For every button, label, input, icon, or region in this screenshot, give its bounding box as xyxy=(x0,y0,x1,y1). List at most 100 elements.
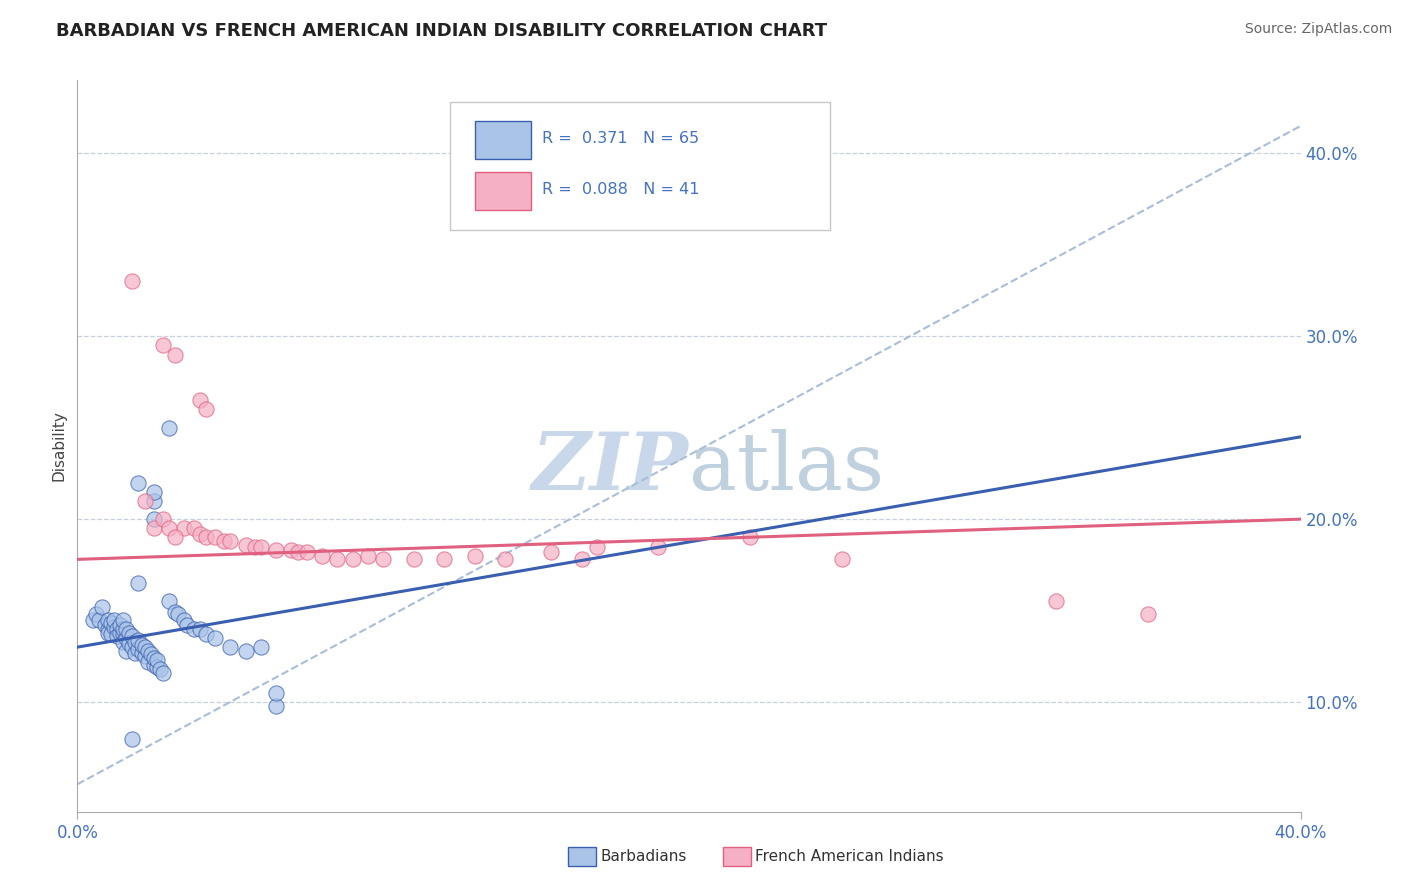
Point xyxy=(495,552,517,566)
Point xyxy=(342,552,364,566)
Point xyxy=(82,613,104,627)
Point xyxy=(219,640,242,655)
Point xyxy=(103,620,125,634)
Point xyxy=(183,521,205,535)
Point xyxy=(831,552,853,566)
Point xyxy=(103,613,125,627)
Y-axis label: Disability: Disability xyxy=(51,410,66,482)
Point xyxy=(124,634,146,648)
Point xyxy=(194,530,217,544)
Point xyxy=(124,646,146,660)
Point xyxy=(188,526,211,541)
Point xyxy=(204,530,226,544)
Point xyxy=(142,521,165,535)
Point xyxy=(134,494,156,508)
Point xyxy=(295,545,318,559)
Text: R =  0.088   N = 41: R = 0.088 N = 41 xyxy=(543,183,700,197)
Point xyxy=(97,622,120,636)
Point xyxy=(112,634,135,648)
Point xyxy=(139,648,162,662)
Point xyxy=(235,644,257,658)
Point xyxy=(84,607,107,622)
Point xyxy=(464,549,486,563)
Point xyxy=(121,275,143,289)
Point xyxy=(357,549,380,563)
Point xyxy=(121,629,143,643)
Point xyxy=(127,475,149,490)
Point xyxy=(112,627,135,641)
Point xyxy=(326,552,349,566)
Point xyxy=(142,494,165,508)
Point xyxy=(1136,607,1159,622)
Point xyxy=(194,627,217,641)
Point xyxy=(647,540,669,554)
Text: atlas: atlas xyxy=(689,429,884,507)
Point xyxy=(740,530,762,544)
Point xyxy=(131,646,153,660)
Point xyxy=(280,543,302,558)
Point xyxy=(121,640,143,655)
Point xyxy=(115,644,138,658)
Point xyxy=(311,549,333,563)
Text: ZIP: ZIP xyxy=(531,429,689,507)
Text: R =  0.371   N = 65: R = 0.371 N = 65 xyxy=(543,131,699,146)
Point xyxy=(118,636,141,650)
Point xyxy=(571,552,593,566)
Point xyxy=(112,613,135,627)
Point xyxy=(142,658,165,673)
Point xyxy=(287,545,309,559)
Point xyxy=(142,484,165,499)
Point xyxy=(1045,594,1067,608)
Point xyxy=(136,644,159,658)
Point xyxy=(142,651,165,665)
Point xyxy=(131,638,153,652)
Text: BARBADIAN VS FRENCH AMERICAN INDIAN DISABILITY CORRELATION CHART: BARBADIAN VS FRENCH AMERICAN INDIAN DISA… xyxy=(56,22,827,40)
Point xyxy=(157,521,180,535)
Point xyxy=(165,530,187,544)
Point xyxy=(94,618,117,632)
FancyBboxPatch shape xyxy=(450,103,830,230)
Point xyxy=(433,552,456,566)
Point xyxy=(219,534,242,549)
Point xyxy=(165,606,187,620)
Point xyxy=(108,625,131,640)
Point xyxy=(118,625,141,640)
Point xyxy=(173,613,195,627)
Point xyxy=(146,653,169,667)
Point xyxy=(127,576,149,591)
FancyBboxPatch shape xyxy=(475,120,531,159)
Point xyxy=(183,622,205,636)
Point xyxy=(105,629,128,643)
Point xyxy=(100,616,122,631)
Point xyxy=(188,393,211,408)
Point xyxy=(97,613,120,627)
Point xyxy=(176,618,198,632)
Point xyxy=(250,640,273,655)
Point xyxy=(134,649,156,664)
Point xyxy=(212,534,235,549)
Point xyxy=(540,545,562,559)
Point xyxy=(173,521,195,535)
Point xyxy=(149,662,172,676)
Text: Source: ZipAtlas.com: Source: ZipAtlas.com xyxy=(1244,22,1392,37)
Point xyxy=(188,622,211,636)
Point xyxy=(134,640,156,655)
Point xyxy=(142,512,165,526)
Point xyxy=(264,543,287,558)
Point xyxy=(235,538,257,552)
Point xyxy=(152,338,174,352)
Point xyxy=(165,348,187,362)
Point xyxy=(264,698,287,713)
Point xyxy=(243,540,266,554)
Point xyxy=(371,552,394,566)
Point xyxy=(112,622,135,636)
Text: French American Indians: French American Indians xyxy=(755,849,943,863)
Point xyxy=(402,552,425,566)
Point xyxy=(194,402,217,417)
Point xyxy=(127,632,149,647)
Point xyxy=(105,622,128,636)
Point xyxy=(264,686,287,700)
Point xyxy=(108,618,131,632)
Point xyxy=(157,421,180,435)
Text: Barbadians: Barbadians xyxy=(600,849,686,863)
